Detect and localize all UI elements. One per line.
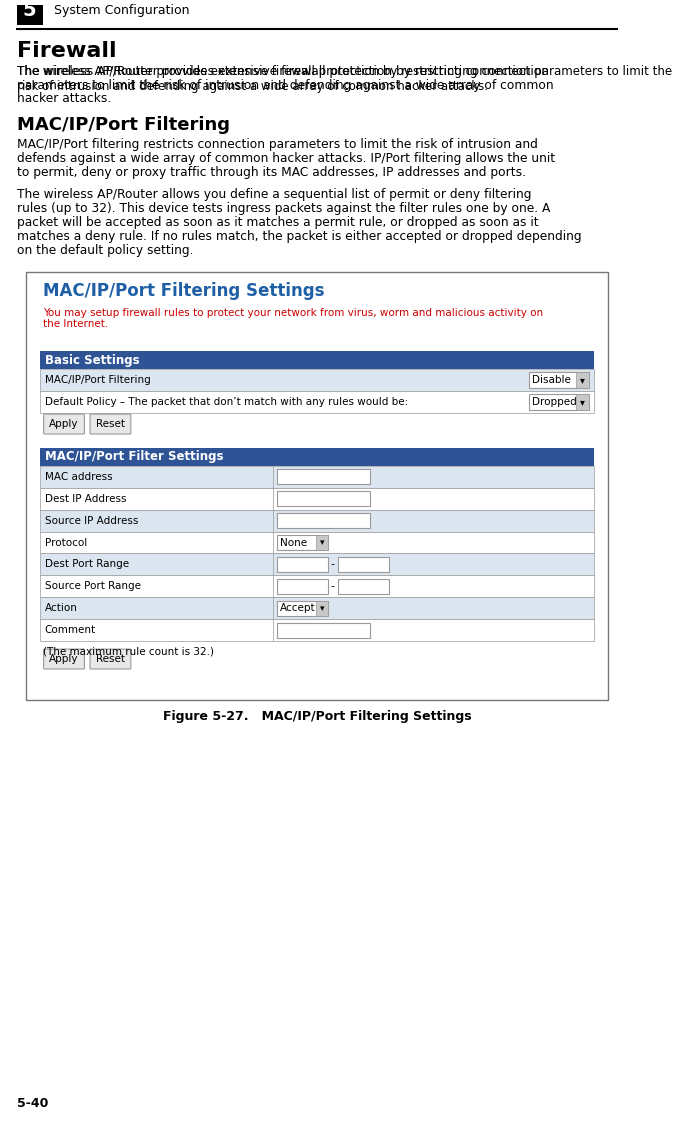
FancyBboxPatch shape [576,372,589,388]
Text: Apply: Apply [49,654,79,664]
Text: Source Port Range: Source Port Range [44,581,141,591]
FancyBboxPatch shape [277,492,370,506]
Text: Reset: Reset [96,654,125,664]
FancyBboxPatch shape [337,579,389,593]
Text: The wireless AP/Router provides extensive firewall protection by restricting con: The wireless AP/Router provides extensiv… [16,64,548,78]
FancyBboxPatch shape [26,272,608,699]
FancyBboxPatch shape [40,448,594,466]
FancyBboxPatch shape [40,466,594,487]
FancyBboxPatch shape [277,623,370,637]
Text: Action: Action [44,603,77,614]
Text: rules (up to 32). This device tests ingress packets against the filter rules one: rules (up to 32). This device tests ingr… [16,202,550,215]
FancyBboxPatch shape [40,575,594,598]
Text: 5: 5 [23,1,36,20]
FancyBboxPatch shape [40,487,594,510]
Text: packet will be accepted as soon as it matches a permit rule, or dropped as soon : packet will be accepted as soon as it ma… [16,215,538,229]
Text: ▾: ▾ [320,603,324,613]
Text: System Configuration: System Configuration [54,5,189,17]
Text: 5-40: 5-40 [16,1098,48,1110]
FancyBboxPatch shape [16,0,42,25]
FancyBboxPatch shape [40,554,594,575]
Text: None: None [280,538,307,547]
FancyBboxPatch shape [90,649,131,669]
Text: Source IP Address: Source IP Address [44,515,138,526]
Text: MAC/IP/Port filtering restricts connection parameters to limit the risk of intru: MAC/IP/Port filtering restricts connecti… [16,139,538,151]
Text: hacker attacks.: hacker attacks. [16,92,111,106]
Text: MAC/IP/Port Filter Settings: MAC/IP/Port Filter Settings [44,450,223,464]
FancyBboxPatch shape [40,369,594,391]
Text: -: - [331,581,335,591]
FancyBboxPatch shape [277,557,329,572]
Text: Dest Port Range: Dest Port Range [44,559,128,570]
FancyBboxPatch shape [337,557,389,572]
FancyBboxPatch shape [529,372,589,388]
Text: MAC address: MAC address [44,472,112,482]
Text: -: - [331,559,335,570]
Text: matches a deny rule. If no rules match, the packet is either accepted or dropped: matches a deny rule. If no rules match, … [16,230,581,243]
Text: You may setup firewall rules to protect your network from virus, worm and malici: You may setup firewall rules to protect … [42,308,543,329]
Text: (The maximum rule count is 32.): (The maximum rule count is 32.) [42,646,214,656]
Text: ▾: ▾ [581,376,585,386]
FancyBboxPatch shape [90,414,131,434]
FancyBboxPatch shape [529,394,589,411]
FancyBboxPatch shape [277,579,329,593]
Text: The wireless AP/Router allows you define a sequential list of permit or deny fil: The wireless AP/Router allows you define… [16,188,531,201]
Text: Accept: Accept [280,603,316,614]
Text: Dropped: Dropped [531,397,576,407]
FancyBboxPatch shape [44,649,85,669]
Text: Figure 5-27.   MAC/IP/Port Filtering Settings: Figure 5-27. MAC/IP/Port Filtering Setti… [163,710,471,723]
Text: MAC/IP/Port Filtering: MAC/IP/Port Filtering [44,376,150,386]
FancyBboxPatch shape [40,352,594,369]
FancyBboxPatch shape [576,394,589,411]
FancyBboxPatch shape [40,598,594,619]
FancyBboxPatch shape [40,531,594,554]
Text: ▾: ▾ [581,397,585,407]
FancyBboxPatch shape [277,535,329,550]
FancyBboxPatch shape [316,535,329,550]
Text: Protocol: Protocol [44,538,87,547]
Text: ▾: ▾ [320,538,324,547]
Text: to permit, deny or proxy traffic through its MAC addresses, IP addresses and por: to permit, deny or proxy traffic through… [16,166,526,179]
FancyBboxPatch shape [40,391,594,413]
Text: Firewall: Firewall [16,41,116,61]
Text: Disable: Disable [531,376,570,386]
Text: MAC/IP/Port Filtering Settings: MAC/IP/Port Filtering Settings [42,282,324,300]
Text: Default Policy – The packet that don’t match with any rules would be:: Default Policy – The packet that don’t m… [44,397,408,407]
FancyBboxPatch shape [277,513,370,528]
Text: defends against a wide array of common hacker attacks. IP/Port filtering allows : defends against a wide array of common h… [16,152,555,165]
FancyBboxPatch shape [44,414,85,434]
FancyBboxPatch shape [40,619,594,641]
FancyBboxPatch shape [316,601,329,616]
Text: Apply: Apply [49,420,79,429]
Text: parameters to limit the risk of intrusion and defending against a wide array of : parameters to limit the risk of intrusio… [16,79,553,91]
FancyBboxPatch shape [277,469,370,484]
Text: Basic Settings: Basic Settings [44,354,139,367]
FancyBboxPatch shape [40,510,594,531]
Text: on the default policy setting.: on the default policy setting. [16,244,193,257]
Text: Dest IP Address: Dest IP Address [44,494,126,504]
FancyBboxPatch shape [277,601,329,616]
Text: Reset: Reset [96,420,125,429]
Text: MAC/IP/Port Filtering: MAC/IP/Port Filtering [16,116,229,134]
Text: The wireless AP/Router provides extensive firewall protection by restricting con: The wireless AP/Router provides extensiv… [16,64,672,92]
Text: Comment: Comment [44,625,96,635]
